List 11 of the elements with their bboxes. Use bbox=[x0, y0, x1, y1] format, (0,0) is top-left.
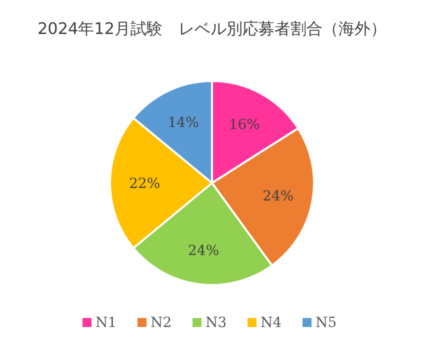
legend-label: N4 bbox=[260, 315, 282, 331]
legend-label: N2 bbox=[150, 315, 172, 331]
data-label: 22% bbox=[129, 176, 160, 192]
data-label: 24% bbox=[188, 242, 220, 259]
data-label: 14% bbox=[168, 115, 199, 132]
data-label: 16% bbox=[228, 117, 260, 134]
legend-label: N5 bbox=[316, 315, 337, 331]
legend-label: N3 bbox=[206, 315, 227, 331]
data-label: 24% bbox=[262, 188, 294, 205]
legend-label: N1 bbox=[96, 315, 117, 331]
chart-title: 2024年12月試験 レベル別応募者割合（海外） bbox=[37, 19, 387, 38]
